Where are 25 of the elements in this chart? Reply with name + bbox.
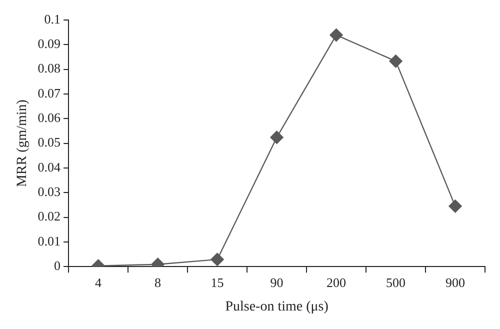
y-tick-label: 0.05	[38, 134, 61, 150]
y-tick-label: 0.03	[38, 184, 61, 200]
y-tick-label: 0.09	[38, 36, 61, 52]
x-tick-label: 90	[270, 274, 284, 290]
x-tick-label: 15	[210, 274, 224, 290]
y-tick-label: 0.01	[38, 233, 61, 248]
y-tick-label: 0.06	[38, 110, 62, 126]
point	[270, 130, 284, 144]
x-tick-label: 8	[154, 274, 162, 290]
point	[210, 252, 224, 266]
point	[448, 200, 462, 213]
x-tick-label: 900	[446, 274, 466, 290]
x-tick-label: 500	[386, 274, 406, 290]
y-tick-label: 0	[54, 258, 61, 274]
y-tick-label: 0.07	[38, 85, 62, 100]
y-tick-label: 0.1	[44, 11, 61, 26]
x-tick-label: 200	[326, 274, 346, 290]
point	[389, 54, 402, 68]
x-axis-title: Pulse-on time (μs)	[225, 299, 329, 314]
y-axis-title: MRR (gm/min)	[15, 99, 30, 188]
y-tick-label: 0.04	[38, 159, 62, 174]
x-tick-label: 4	[95, 274, 102, 290]
y-tick-label: 0.02	[38, 208, 61, 224]
y-tick-label: 0.08	[38, 60, 61, 76]
point	[330, 28, 343, 42]
